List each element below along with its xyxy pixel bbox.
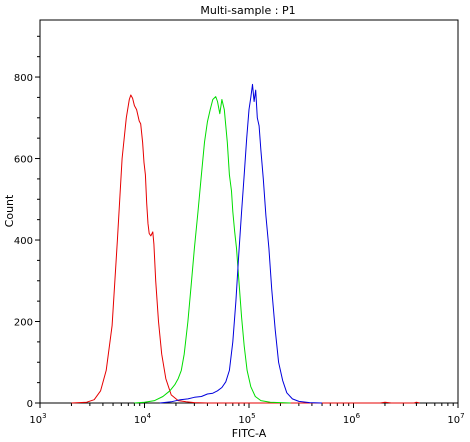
x-tick-label: 107: [447, 412, 464, 426]
x-tick-label: 104: [134, 412, 152, 426]
y-tick-label: 600: [14, 155, 33, 166]
series-line-1: [71, 94, 420, 404]
x-tick-label: 105: [238, 412, 255, 426]
series-layer: [71, 83, 420, 404]
x-tick-label: 103: [29, 412, 46, 426]
x-tick-label: 106: [343, 412, 361, 426]
series-line-3: [159, 83, 323, 404]
y-tick-label: 800: [14, 73, 33, 84]
x-axis-ticks: 103 104 105 106 107: [29, 403, 465, 426]
plot-frame: [39, 19, 459, 404]
y-axis-ticks: 0 200 400 600 800: [14, 35, 40, 410]
y-axis-title: Count: [3, 194, 16, 227]
y-tick-label: 0: [27, 399, 33, 410]
y-tick-label: 200: [14, 318, 33, 329]
y-tick-label: 400: [14, 236, 33, 247]
x-axis-title: FITC-A: [232, 427, 267, 440]
series-line-2: [134, 96, 291, 404]
chart-title: Multi-sample : P1: [200, 4, 295, 17]
